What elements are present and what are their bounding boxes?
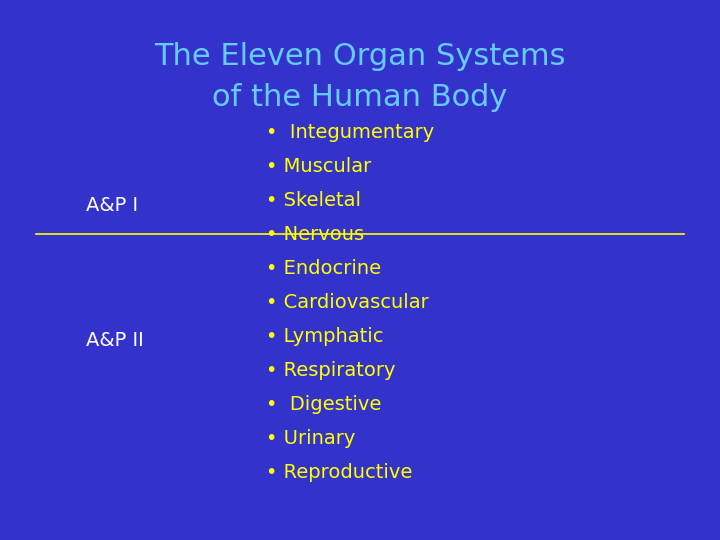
Text: • Muscular: • Muscular [266,157,372,176]
Text: • Endocrine: • Endocrine [266,259,382,278]
Text: •  Digestive: • Digestive [266,395,382,414]
Text: • Nervous: • Nervous [266,225,364,244]
Text: A&P II: A&P II [86,330,144,350]
Text: •  Integumentary: • Integumentary [266,123,435,142]
Text: A&P I: A&P I [86,195,138,215]
Text: • Urinary: • Urinary [266,429,356,448]
Text: The Eleven Organ Systems: The Eleven Organ Systems [154,42,566,71]
Text: • Respiratory: • Respiratory [266,361,396,380]
Text: of the Human Body: of the Human Body [212,83,508,112]
Text: • Cardiovascular: • Cardiovascular [266,293,429,312]
Text: • Skeletal: • Skeletal [266,191,361,210]
Text: • Lymphatic: • Lymphatic [266,327,384,346]
Text: • Reproductive: • Reproductive [266,463,413,482]
